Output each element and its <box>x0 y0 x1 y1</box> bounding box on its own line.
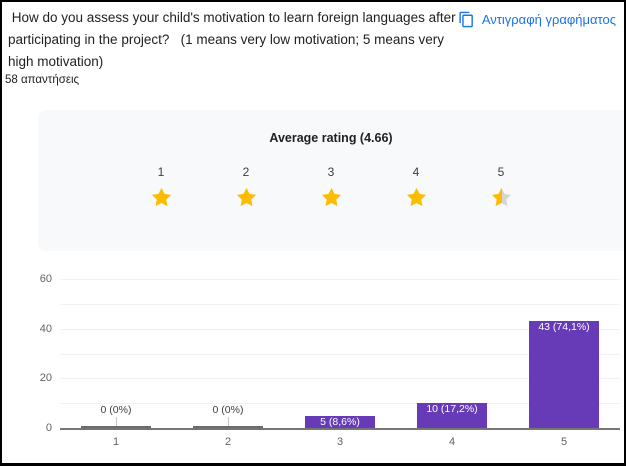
copy-icon <box>458 11 475 28</box>
bar-value-label: 0 (0%) <box>212 404 244 416</box>
gridline <box>60 328 620 330</box>
x-tick-label: 1 <box>112 436 120 448</box>
responses-count: 58 απαντήσεις <box>5 74 80 86</box>
y-tick-label: 0 <box>45 422 52 434</box>
rating-stars-row <box>38 186 624 214</box>
star-icon-partial-5 <box>459 186 544 214</box>
bar-value-label: 43 (74,1%) <box>538 321 590 334</box>
zero-bar-sliver <box>193 426 263 428</box>
x-tick-label: 3 <box>336 436 344 448</box>
x-tick-label: 5 <box>560 436 568 448</box>
scale-label-1: 1 <box>157 165 165 179</box>
y-tick-label: 60 <box>39 273 52 285</box>
star-icon-full-3 <box>289 186 374 214</box>
average-rating-panel: Average rating (4.66) 1 2 3 4 5 <box>38 110 624 251</box>
question-title: How do you assess your child's motivatio… <box>8 10 460 69</box>
bar: 10 (17,2%) <box>417 403 487 428</box>
star-icon-full-1 <box>119 186 204 214</box>
bar-slot: 43 (74,1%) <box>508 279 620 428</box>
responses-bar-chart: 0 (0%) 0 (0%) 5 (8,6%) 10 (17,2%) 43 (74,1%)… <box>2 264 624 463</box>
gridline <box>60 303 620 305</box>
zero-tick <box>228 417 229 426</box>
rating-scale-row: 1 2 3 4 5 <box>38 165 624 179</box>
scale-label-3: 3 <box>327 165 335 179</box>
scale-label-4: 4 <box>412 165 420 179</box>
x-axis-labels: 1 2 3 4 5 <box>60 436 620 448</box>
bar-value-label: 0 (0%) <box>100 404 132 416</box>
x-axis-line <box>60 428 620 430</box>
x-tick-label: 2 <box>224 436 232 448</box>
bar-slot: 5 (8,6%) <box>284 279 396 428</box>
bar-slot: 0 (0%) <box>60 279 172 428</box>
average-rating-title: Average rating (4.66) <box>269 131 393 145</box>
y-tick-label: 20 <box>39 372 52 385</box>
bar-value-label: 10 (17,2%) <box>426 403 478 416</box>
x-tick-label: 4 <box>448 436 456 448</box>
scale-label-5: 5 <box>497 165 505 179</box>
bar-slot: 10 (17,2%) <box>396 279 508 428</box>
plot-area: 0 (0%) 0 (0%) 5 (8,6%) 10 (17,2%) 43 (74,1%) <box>60 279 620 428</box>
scale-label-2: 2 <box>242 165 250 179</box>
y-tick-label: 40 <box>39 322 52 335</box>
gridline <box>60 353 620 355</box>
star-icon-full-2 <box>204 186 289 214</box>
bar: 43 (74,1%) <box>529 321 599 428</box>
zero-tick <box>116 417 117 426</box>
copy-chart-button[interactable]: Αντιγραφή γραφήματος <box>458 11 616 28</box>
gridline <box>60 403 620 405</box>
gridline <box>60 378 620 380</box>
bar-value-label: 5 (8,6%) <box>320 415 360 428</box>
copy-chart-label: Αντιγραφή γραφήματος <box>481 12 616 27</box>
bar-slot: 0 (0%) <box>172 279 284 428</box>
gridline <box>60 279 620 280</box>
star-icon-full-4 <box>374 186 459 214</box>
bar: 5 (8,6%) <box>305 415 375 428</box>
zero-bar-sliver <box>81 426 151 428</box>
